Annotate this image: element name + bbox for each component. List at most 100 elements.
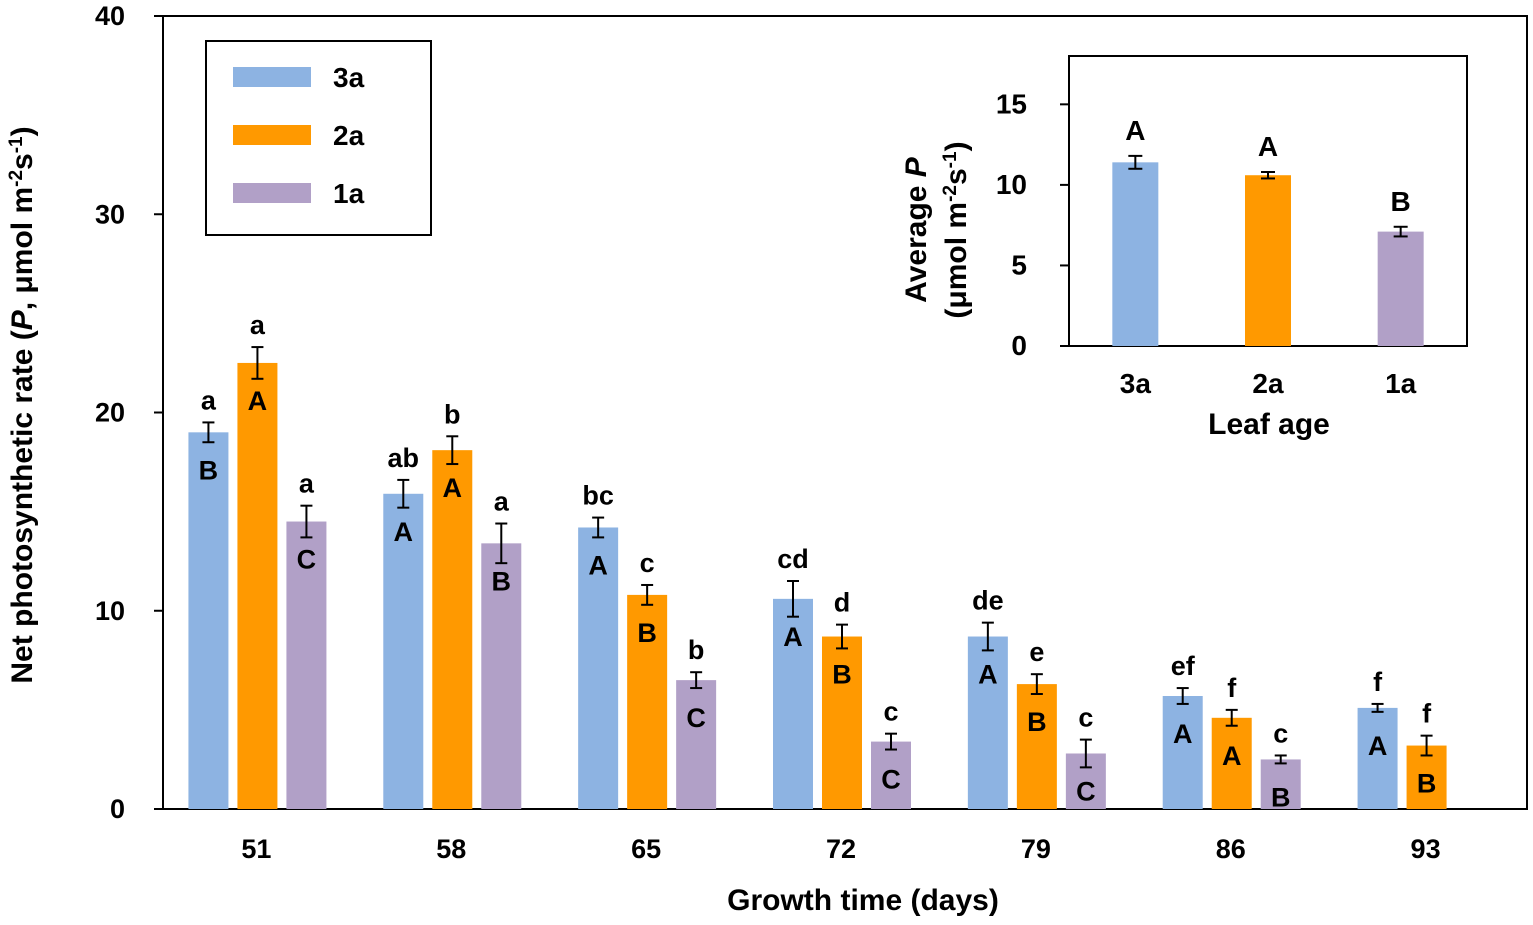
significance-uppercase: A xyxy=(588,550,608,580)
significance-uppercase: B xyxy=(637,618,657,648)
inset-x-axis: 3a 2a 1a xyxy=(1120,368,1417,399)
inset-y-tick-label: 15 xyxy=(996,88,1027,119)
x-tick-label: 72 xyxy=(826,834,856,864)
y-tick-label: 0 xyxy=(110,794,125,824)
bar-3a-93 xyxy=(1357,707,1398,809)
significance-uppercase: A xyxy=(394,517,414,547)
significance-lowercase: c xyxy=(883,697,898,727)
x-tick-label: 79 xyxy=(1021,834,1051,864)
significance-uppercase: A xyxy=(248,386,268,416)
significance-lowercase: a xyxy=(299,469,315,499)
significance-lowercase: c xyxy=(1078,703,1093,733)
significance-lowercase: a xyxy=(494,487,510,517)
legend: 3a 2a 1a xyxy=(233,62,365,209)
significance-uppercase: A xyxy=(443,473,463,503)
inset-y-tick-label: 0 xyxy=(1011,330,1027,361)
significance-uppercase: B xyxy=(1027,707,1047,737)
x-tick-label: 51 xyxy=(241,834,271,864)
inset-x-tick-label: 3a xyxy=(1120,368,1152,399)
bar-2a-86 xyxy=(1211,717,1252,809)
bar-2a-65 xyxy=(627,594,668,809)
significance-uppercase: C xyxy=(686,703,706,733)
inset-y-tick-label: 5 xyxy=(1011,249,1027,280)
significance-uppercase: A xyxy=(1173,719,1193,749)
main-bars: a Ba Aa Cab Ab A a Bbc A c Bb Ccd Ad Bc Cde Ae B c Cef Af Ac… xyxy=(188,310,1447,812)
inset-bar-3a xyxy=(1112,162,1159,346)
main-x-axis: 51 58 65 72 79 86 93 xyxy=(241,834,1440,864)
bar-1a-72 xyxy=(871,741,911,809)
legend-label-1a: 1a xyxy=(333,178,365,209)
bar-2a-58 xyxy=(432,450,473,809)
significance-lowercase: b xyxy=(688,635,705,665)
significance-uppercase: C xyxy=(1076,776,1096,806)
significance-lowercase: f xyxy=(1422,699,1432,729)
y-tick-label: 40 xyxy=(95,1,125,31)
bar-3a-86 xyxy=(1162,695,1203,809)
significance-lowercase: d xyxy=(834,588,851,618)
significance-uppercase: B xyxy=(199,455,219,485)
inset-significance-letter: A xyxy=(1258,131,1278,162)
bar-3a-65 xyxy=(578,527,619,809)
y-tick-label: 20 xyxy=(95,398,125,428)
legend-swatch-1a xyxy=(233,183,311,203)
significance-uppercase: B xyxy=(1417,769,1437,799)
legend-swatch-3a xyxy=(233,67,311,87)
inset-x-tick-label: 1a xyxy=(1385,368,1417,399)
bar-1a-51 xyxy=(286,521,327,809)
inset-x-axis-title: Leaf age xyxy=(1208,408,1330,441)
significance-uppercase: C xyxy=(297,545,317,575)
significance-lowercase: f xyxy=(1227,673,1237,703)
inset-y-axis-title-line1: Average P xyxy=(900,156,933,303)
significance-lowercase: f xyxy=(1373,667,1383,697)
x-tick-label: 65 xyxy=(631,834,661,864)
significance-lowercase: e xyxy=(1029,637,1044,667)
bar-1a-58 xyxy=(481,543,522,809)
legend-swatch-2a xyxy=(233,125,311,145)
bar-3a-72 xyxy=(773,598,813,809)
significance-lowercase: bc xyxy=(582,481,614,511)
significance-lowercase: ab xyxy=(388,443,420,473)
significance-lowercase: cd xyxy=(777,544,809,574)
y-tick-label: 30 xyxy=(95,199,125,229)
y-tick-label: 10 xyxy=(95,596,125,626)
bar-3a-51 xyxy=(188,432,229,809)
significance-lowercase: de xyxy=(972,586,1004,616)
inset-significance-letter: B xyxy=(1391,186,1411,217)
significance-uppercase: B xyxy=(1271,782,1291,812)
inset-y-axis: 0 5 10 15 xyxy=(996,88,1069,361)
significance-lowercase: c xyxy=(640,548,655,578)
significance-uppercase: A xyxy=(1368,731,1388,761)
main-y-axis: 0 10 20 30 40 xyxy=(95,1,163,824)
inset-x-tick-label: 2a xyxy=(1252,368,1284,399)
significance-lowercase: ef xyxy=(1171,651,1196,681)
inset-y-tick-label: 10 xyxy=(996,169,1027,200)
main-x-axis-title: Growth time (days) xyxy=(727,884,999,917)
bar-3a-58 xyxy=(383,493,424,809)
x-tick-label: 86 xyxy=(1216,834,1246,864)
bar-3a-79 xyxy=(967,636,1008,809)
significance-lowercase: a xyxy=(250,310,266,340)
significance-lowercase: c xyxy=(1273,718,1288,748)
legend-label-2a: 2a xyxy=(333,120,365,151)
inset-y-axis-title-line2: (μmol m-2s-1) xyxy=(940,141,974,318)
inset-significance-letter: A xyxy=(1125,115,1145,146)
significance-lowercase: a xyxy=(201,385,217,415)
inset-bar-2a xyxy=(1245,175,1291,346)
significance-uppercase: B xyxy=(492,566,512,596)
significance-lowercase: b xyxy=(444,399,461,429)
legend-label-3a: 3a xyxy=(333,62,365,93)
bar-1a-86 xyxy=(1260,759,1301,809)
significance-uppercase: A xyxy=(1222,741,1242,771)
significance-uppercase: B xyxy=(832,660,852,690)
x-tick-label: 58 xyxy=(436,834,466,864)
x-tick-label: 93 xyxy=(1411,834,1441,864)
inset-bar-1a xyxy=(1377,231,1424,346)
significance-uppercase: C xyxy=(881,765,901,795)
bar-1a-65 xyxy=(676,680,717,809)
significance-uppercase: A xyxy=(783,622,803,652)
bar-2a-72 xyxy=(822,636,862,809)
bar-2a-79 xyxy=(1016,684,1057,809)
significance-uppercase: A xyxy=(978,660,998,690)
inset-bars: A A B xyxy=(1112,115,1424,346)
